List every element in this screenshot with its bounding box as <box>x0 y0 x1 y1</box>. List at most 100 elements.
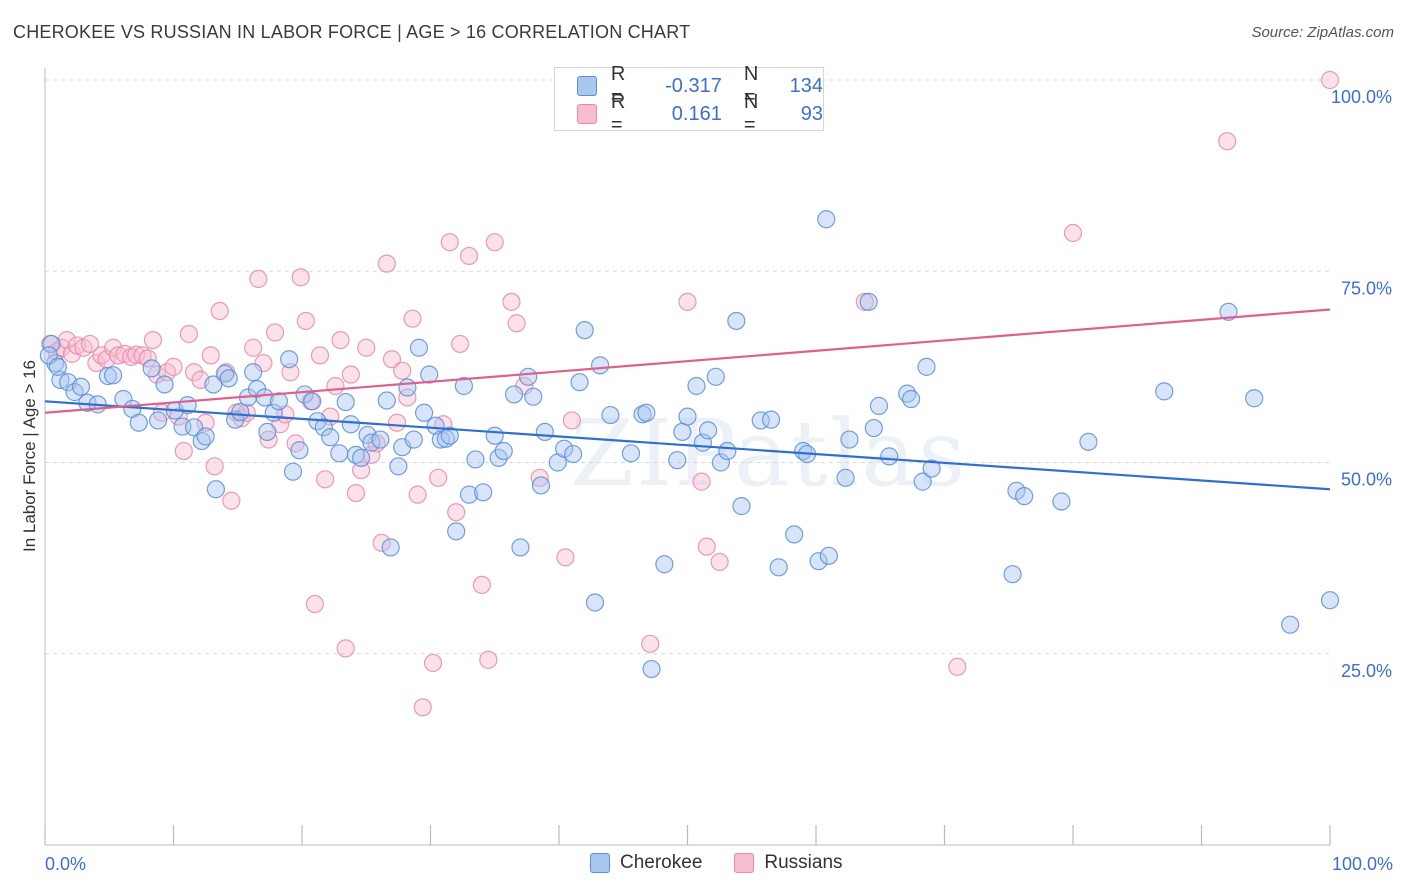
cherokee-point <box>711 453 731 472</box>
cherokee-point <box>280 350 299 369</box>
russians-point <box>387 413 407 432</box>
legend-item-russians[interactable]: Russians <box>734 852 843 874</box>
russians-point <box>641 634 660 653</box>
tick-label-layer: 25.0% 50.0% 75.0% 100.0% 0.0% 100.0% <box>45 87 1393 874</box>
cherokee-point <box>196 427 215 446</box>
cherokee-point <box>426 416 445 435</box>
cherokee-point <box>575 321 594 340</box>
cherokee-point <box>880 447 899 466</box>
cherokee-point <box>244 363 263 382</box>
cherokee-point <box>621 444 641 463</box>
y-tick-label: 50.0% <box>1341 470 1392 490</box>
correlation-legend: R = -0.317 N = 134 R = 0.161 N = 93 <box>554 63 824 136</box>
cherokee-point <box>494 441 513 461</box>
cherokee-point <box>409 338 429 357</box>
cherokee-point <box>524 387 543 406</box>
russians-point <box>80 334 100 354</box>
russians-legend-swatch <box>734 853 755 873</box>
cherokee-point <box>519 367 538 386</box>
cherokee-point <box>98 366 118 386</box>
russians-point <box>296 311 315 331</box>
cherokee-point <box>698 421 718 440</box>
russians-point <box>440 233 459 252</box>
axis-layer <box>44 68 1331 846</box>
cherokee-point <box>142 359 161 378</box>
russians-point <box>133 346 152 365</box>
legend-row-cherokee: R = -0.317 N = 134 <box>577 63 823 108</box>
russians-point <box>331 331 350 350</box>
cherokee-point <box>913 472 932 491</box>
cherokee-point <box>817 210 836 229</box>
cherokee-point <box>591 356 610 375</box>
russians-trend-line <box>44 308 1331 414</box>
russians-point <box>164 357 183 376</box>
cherokee-point <box>864 418 883 438</box>
russians-point <box>372 533 391 552</box>
russians-point <box>423 653 443 673</box>
cherokee-point <box>269 392 288 411</box>
cherokee-point <box>148 411 168 430</box>
cherokee-point <box>922 459 941 478</box>
grid-layer <box>45 79 1330 655</box>
cherokee-swatch <box>577 76 597 96</box>
cherokee-point <box>727 311 746 331</box>
legend-label-cherokee: Cherokee <box>620 852 703 873</box>
russians-point <box>450 334 470 354</box>
russians-point <box>143 331 163 350</box>
trend-layer <box>44 308 1331 491</box>
cherokee-point <box>398 378 417 397</box>
cherokee-point <box>447 522 466 541</box>
russians-point <box>291 268 310 287</box>
legend-n-label: N = <box>743 91 759 136</box>
russians-point <box>259 430 278 449</box>
legend-n-value: 93 <box>800 102 823 125</box>
russians-point <box>530 468 549 487</box>
russians-point <box>210 301 229 321</box>
y-axis-label: In Labor Force | Age > 16 <box>20 359 39 553</box>
russians-point <box>1218 132 1237 151</box>
russians-point <box>305 594 324 614</box>
y-tick-label: 25.0% <box>1341 661 1392 681</box>
cherokee-point <box>341 415 360 434</box>
cherokee-point <box>673 422 692 441</box>
russians-point <box>1320 70 1340 90</box>
russians-point <box>479 650 498 669</box>
cherokee-point <box>454 376 474 396</box>
cherokee-point <box>869 396 889 415</box>
cherokee-point <box>431 430 450 449</box>
russians-point <box>326 376 345 396</box>
russians-point <box>341 365 360 384</box>
legend-r-value: 0.161 <box>671 102 722 125</box>
legend-item-cherokee[interactable]: Cherokee <box>590 852 702 874</box>
cherokee-point <box>555 439 574 458</box>
cherokee-point <box>655 555 674 574</box>
russians-point <box>403 309 422 328</box>
cherokee-point <box>303 392 322 411</box>
russians-point <box>222 491 241 510</box>
cherokee-point <box>352 448 371 468</box>
russians-point <box>249 269 268 288</box>
cherokee-point <box>474 483 493 502</box>
cherokee-point <box>129 413 148 432</box>
russians-point <box>447 503 466 522</box>
cherokee-point <box>637 403 656 422</box>
legend-label-russians: Russians <box>764 852 843 873</box>
cherokee-point <box>104 366 123 385</box>
cherokee-point <box>570 373 589 392</box>
russians-point <box>127 345 146 364</box>
cherokee-point <box>769 558 788 577</box>
russians-point <box>138 349 157 368</box>
cherokee-point <box>258 422 277 441</box>
cherokee-point <box>377 391 396 410</box>
cherokee-point <box>531 476 551 495</box>
russians-point <box>948 657 967 676</box>
cherokee-point <box>290 441 309 460</box>
russians-point <box>507 314 526 333</box>
russians-point <box>692 472 711 491</box>
y-tick-label: 75.0% <box>1341 278 1392 298</box>
cherokee-point <box>819 546 838 565</box>
legend-r-label: R = <box>610 63 626 108</box>
cherokee-point <box>917 357 936 376</box>
russians-point <box>377 254 396 273</box>
